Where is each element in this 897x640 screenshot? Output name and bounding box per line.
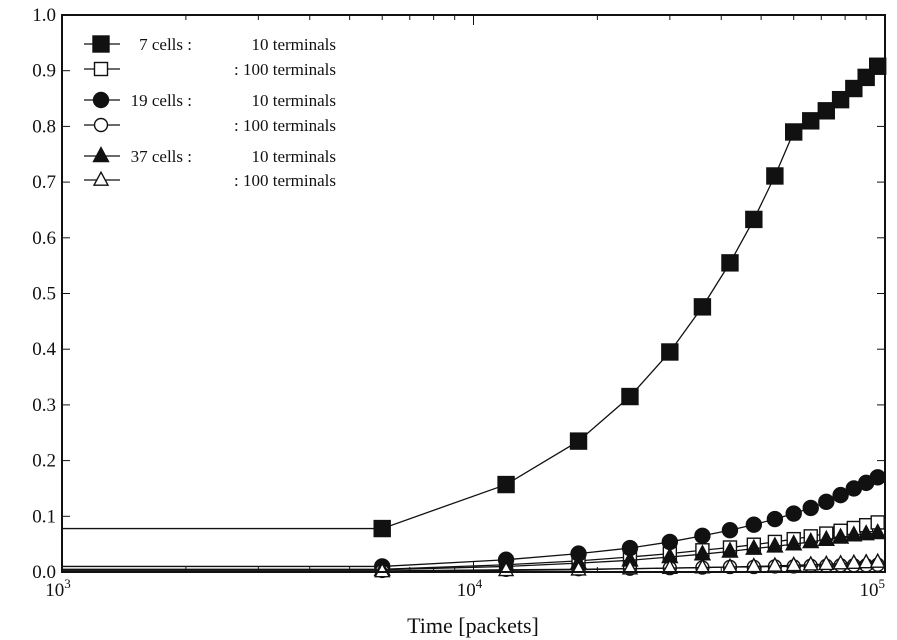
y-tick-label: 0.2 <box>32 451 56 472</box>
data-point <box>818 554 835 571</box>
legend-marker <box>93 117 109 133</box>
data-point <box>745 516 763 533</box>
data-point <box>802 499 819 517</box>
data-point <box>832 554 849 570</box>
legend-item: 37 cells : 10 terminals <box>84 146 336 166</box>
x-tick-exponent: 4 <box>476 576 483 591</box>
data-point <box>785 534 803 551</box>
y-tick-label: 0.0 <box>32 562 56 583</box>
x-tick-label: 105 <box>860 576 886 601</box>
data-point <box>869 57 887 75</box>
legend-terminals-label: : 100 terminals <box>234 60 336 79</box>
data-point <box>621 559 639 575</box>
data-point <box>802 532 820 549</box>
legend-terminals-label: 10 terminals <box>251 91 336 110</box>
y-tick-label: 1.0 <box>32 5 56 26</box>
legend: 7 cells : 10 terminals : 100 terminals 19 c… <box>84 35 336 190</box>
y-tick-label: 0.9 <box>32 61 56 82</box>
y-tick-label: 0.3 <box>32 395 56 416</box>
x-tick-label: 103 <box>45 576 71 601</box>
y-tick-label: 0.1 <box>32 506 56 527</box>
x-tick-exponent: 5 <box>879 576 886 591</box>
tick-marks <box>61 14 886 573</box>
legend-terminals-label: : 100 terminals <box>234 171 336 190</box>
data-point <box>869 469 886 486</box>
data-point <box>745 538 763 555</box>
data-point <box>817 529 835 546</box>
data-point <box>694 527 711 544</box>
data-point <box>845 525 863 542</box>
data-point <box>745 210 763 229</box>
y-tick-label: 0.5 <box>32 284 56 305</box>
legend-marker <box>92 146 110 163</box>
data-point <box>693 298 712 316</box>
legend-marker <box>93 61 109 77</box>
data-point <box>831 90 850 109</box>
legend-cells-label: 37 cells : <box>131 147 192 166</box>
data-point <box>785 505 802 522</box>
data-point <box>766 536 784 553</box>
data-point <box>869 523 887 540</box>
legend-marker <box>92 170 110 186</box>
data-point <box>661 558 679 575</box>
data-point <box>802 555 819 571</box>
legend-cells-label: 7 cells : <box>139 35 192 54</box>
y-tick-label: 0.7 <box>32 172 56 193</box>
y-tick-label: 0.6 <box>32 228 56 249</box>
data-point <box>766 167 784 185</box>
y-tick-label: 0.4 <box>32 339 56 360</box>
data-point <box>766 510 784 528</box>
data-point <box>785 556 802 572</box>
series-triangle-open <box>62 552 886 578</box>
legend-marker <box>92 91 110 109</box>
data-point <box>817 102 835 120</box>
legend-marker <box>92 35 110 53</box>
data-point <box>569 432 588 450</box>
series-group <box>62 57 887 579</box>
legend-item: : 100 terminals <box>84 170 336 190</box>
data-point <box>857 553 875 569</box>
legend-item: : 100 terminals <box>84 116 336 135</box>
data-point <box>869 552 886 568</box>
x-tick-exponent: 3 <box>64 576 71 591</box>
data-point <box>621 387 639 406</box>
x-axis-label: Time [packets] <box>407 613 539 638</box>
series-circle-filled <box>62 469 886 575</box>
data-point <box>832 486 849 504</box>
data-point <box>721 541 739 558</box>
y-tick-label: 0.8 <box>32 116 56 137</box>
series-line <box>62 65 879 530</box>
data-point <box>818 493 835 511</box>
data-point <box>785 123 803 141</box>
x-tick-base: 10 <box>860 580 879 601</box>
series-square-filled <box>62 57 887 538</box>
data-point <box>373 519 391 538</box>
x-tick-base: 10 <box>45 580 64 601</box>
data-point <box>374 562 391 578</box>
plot-frame <box>61 14 886 573</box>
data-point <box>845 553 863 569</box>
data-point <box>721 254 739 272</box>
data-point <box>721 522 739 539</box>
x-tick-base: 10 <box>457 580 476 601</box>
legend-cells-label: 19 cells : <box>131 91 192 110</box>
legend-terminals-label: 10 terminals <box>251 35 336 54</box>
data-point <box>802 112 820 130</box>
data-point <box>857 524 875 541</box>
legend-item: : 100 terminals <box>84 60 336 79</box>
data-point <box>831 527 850 544</box>
data-point <box>661 343 679 361</box>
legend-terminals-label: 10 terminals <box>251 147 336 166</box>
legend-item: 7 cells : 10 terminals <box>84 35 336 54</box>
legend-item: 19 cells : 10 terminals <box>84 91 336 110</box>
data-point <box>497 475 515 494</box>
x-tick-label: 104 <box>457 576 483 601</box>
legend-terminals-label: : 100 terminals <box>234 116 336 135</box>
